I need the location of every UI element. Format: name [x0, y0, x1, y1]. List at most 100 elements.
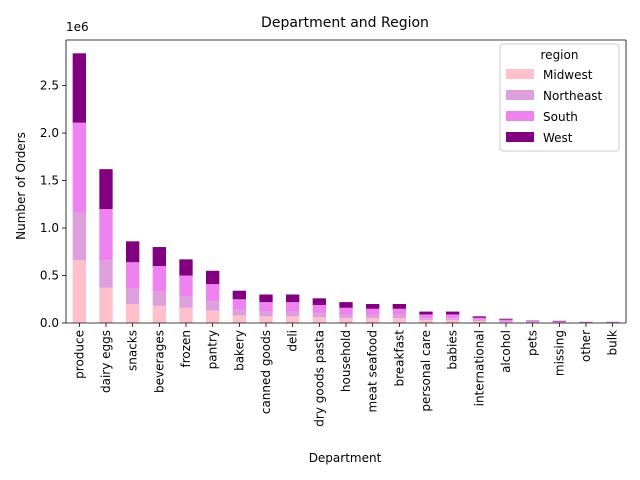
bar-segment [472, 321, 486, 323]
chart-title: Department and Region [261, 15, 429, 31]
legend-swatch [506, 132, 534, 142]
bar-segment [312, 298, 326, 305]
bar-segment [99, 260, 113, 288]
bar-segment [312, 312, 326, 318]
bar-segment [526, 321, 540, 322]
bar-segment [419, 314, 433, 319]
bar-segment [392, 318, 406, 323]
legend: region Midwest Northeast South West [499, 43, 620, 152]
x-tick-label: missing [552, 330, 566, 376]
bar-segment [419, 320, 433, 323]
bar-segment [339, 302, 353, 308]
bar-segment [286, 311, 300, 317]
x-tick-label: dairy eggs [99, 330, 113, 393]
bar-segment [472, 316, 486, 318]
bar-segment [72, 122, 86, 213]
bar-segment [152, 291, 166, 306]
y-tick-label: 2.0 [40, 126, 59, 140]
bar-segment [259, 294, 273, 303]
legend-label: West [543, 131, 573, 145]
bar-segment [152, 266, 166, 292]
bar-segment [179, 259, 193, 276]
bar-segment [419, 311, 433, 315]
bar-segment [99, 169, 113, 210]
bar-segment [206, 301, 220, 311]
bar-segment [446, 314, 460, 319]
x-tick-label: meat seafood [366, 330, 380, 412]
bar-segment [72, 260, 86, 323]
bar-segment [126, 241, 140, 263]
bar-segment [126, 262, 140, 289]
bar-segment [206, 284, 220, 302]
x-tick-label: pets [526, 330, 540, 356]
x-tick-label: personal care [419, 330, 433, 412]
x-tick-label: deli [286, 330, 300, 352]
bar-segment [499, 322, 513, 323]
y-tick-label: 2.5 [40, 79, 59, 93]
bar-segment [126, 304, 140, 323]
x-tick-label: dry goods pasta [312, 330, 326, 427]
bar-segment [259, 302, 273, 312]
bar-segment [232, 290, 246, 300]
x-tick-label: canned goods [259, 330, 273, 414]
bar-segment [392, 304, 406, 309]
axes-layer: 0.0 0.5 1.0 1.5 2.0 2.5 produce dairy eggs snack… [40, 39, 627, 427]
bar-segment [366, 318, 380, 323]
bar-segment [366, 304, 380, 309]
bar-segment [99, 209, 113, 261]
bar-segment [99, 287, 113, 323]
bar-segment [179, 296, 193, 308]
bar-segment [312, 304, 326, 313]
bar-segment [72, 53, 86, 123]
bar-segment [232, 315, 246, 323]
legend-swatch [506, 111, 534, 121]
x-tick-label: produce [72, 330, 86, 379]
bar-segment [259, 316, 273, 323]
y-axis-label: Number of Orders [14, 132, 28, 240]
y-offset-label: 1e6 [66, 20, 89, 34]
y-tick-label: 0.0 [40, 316, 59, 330]
x-tick-label: babies [446, 330, 460, 370]
legend-label: South [543, 110, 578, 124]
x-tick-label: snacks [126, 330, 140, 371]
x-tick-label: household [339, 330, 353, 392]
bar-segment [286, 316, 300, 323]
bar-segment [152, 305, 166, 323]
bar-segment [206, 310, 220, 323]
bar-segment [339, 307, 353, 315]
x-tick-label: pantry [206, 330, 220, 369]
bar-segment [366, 308, 380, 315]
bar-segment [312, 317, 326, 323]
legend-title: region [541, 48, 579, 62]
bar-segment [446, 318, 460, 321]
bar-segment [286, 294, 300, 303]
bar-segment [526, 320, 540, 322]
bar-segment [392, 308, 406, 315]
bar-segment [232, 309, 246, 316]
bar-segment [552, 320, 566, 322]
x-axis-label: Department [309, 451, 382, 465]
bar-segment [179, 307, 193, 323]
bar-segment [152, 247, 166, 267]
bar-segment [499, 319, 513, 322]
bars-layer [72, 53, 620, 323]
bar-segment [472, 317, 486, 320]
x-tick-label: bakery [232, 330, 246, 371]
x-tick-label: frozen [179, 330, 193, 368]
bar-segment [499, 321, 513, 323]
bar-segment [552, 321, 566, 323]
bar-segment [232, 299, 246, 310]
legend-swatch [506, 90, 534, 100]
bar-segment [446, 320, 460, 323]
bar-segment [472, 319, 486, 322]
bar-segment [72, 212, 86, 261]
y-tick-label: 1.0 [40, 221, 59, 235]
bar-segment [179, 275, 193, 297]
bar-segment [339, 318, 353, 323]
bar-segment [499, 318, 513, 320]
bar-segment [126, 288, 140, 304]
bar-segment [286, 302, 300, 312]
bar-segment [419, 318, 433, 321]
legend-swatch [506, 69, 534, 79]
